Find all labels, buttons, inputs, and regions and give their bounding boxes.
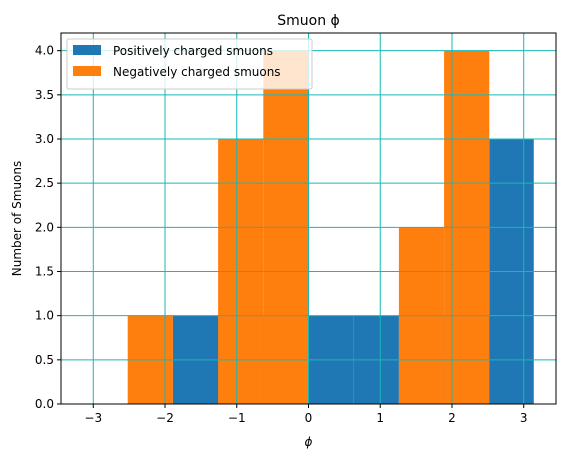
y-tick-label-0: 0.0 xyxy=(35,397,54,411)
x-tick-label-1: −2 xyxy=(156,411,174,425)
x-tick-label-5: 2 xyxy=(448,411,456,425)
y-tick-label-4: 2.0 xyxy=(35,220,54,234)
y-tick-label-8: 4.0 xyxy=(35,44,54,58)
legend: Positively charged smuons Negatively cha… xyxy=(66,38,313,90)
y-tick-label-7: 3.5 xyxy=(35,88,54,102)
x-tick-label-2: −1 xyxy=(228,411,246,425)
legend-swatch-negative xyxy=(73,66,101,76)
y-tick-label-1: 0.5 xyxy=(35,353,54,367)
y-axis-title: Number of Smuons xyxy=(10,161,24,277)
plot-frame xyxy=(60,32,557,405)
axis-ticks: −3 −2 −1 0 1 2 3 0.0 0.5 1.0 1.5 2.0 2.5 3.0 3.5 4.0 xyxy=(35,44,528,425)
legend-swatch-positive xyxy=(73,45,101,55)
legend-box xyxy=(66,38,313,90)
chart-title: Smuon ϕ xyxy=(277,13,340,29)
y-tick-label-5: 2.5 xyxy=(35,176,54,190)
legend-label-negative: Negatively charged smuons xyxy=(113,65,281,79)
x-axis-title: ϕ xyxy=(305,435,313,449)
x-tick-label-0: −3 xyxy=(84,411,102,425)
y-tick-label-3: 1.5 xyxy=(35,265,54,279)
y-tick-label-6: 3.0 xyxy=(35,132,54,146)
legend-label-positive: Positively charged smuons xyxy=(113,44,273,58)
y-tick-label-2: 1.0 xyxy=(35,309,54,323)
x-tick-label-3: 0 xyxy=(305,411,313,425)
x-tick-label-6: 3 xyxy=(520,411,528,425)
x-tick-label-4: 1 xyxy=(376,411,384,425)
